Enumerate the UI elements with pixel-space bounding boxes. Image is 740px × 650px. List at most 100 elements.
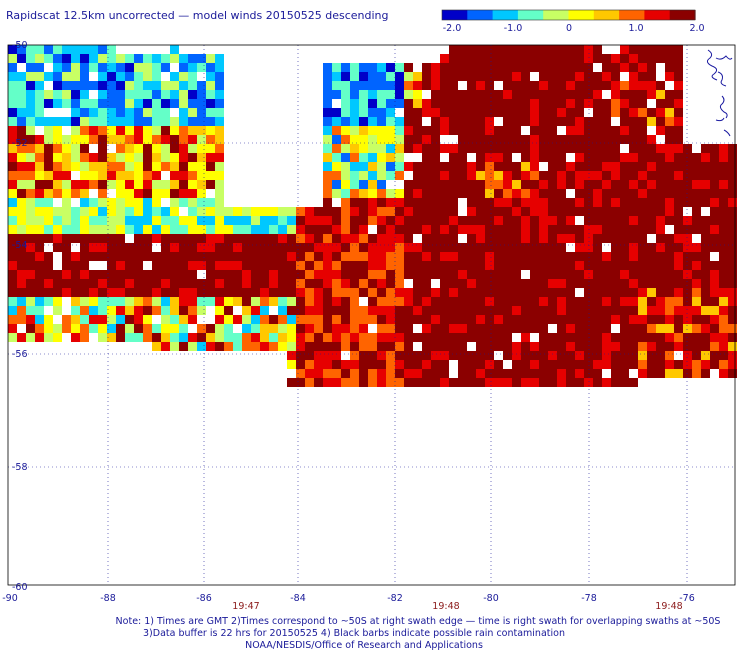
wind-cell	[269, 333, 278, 342]
wind-cell	[629, 360, 638, 369]
wind-cell	[422, 126, 431, 135]
wind-cell	[728, 315, 737, 324]
wind-cell	[548, 360, 557, 369]
wind-cell	[431, 252, 440, 261]
wind-cell	[179, 306, 188, 315]
wind-cell	[278, 333, 287, 342]
wind-cell	[674, 117, 683, 126]
wind-cell	[566, 252, 575, 261]
wind-cell	[503, 81, 512, 90]
wind-cell	[332, 279, 341, 288]
wind-cell	[332, 63, 341, 72]
wind-cell	[611, 207, 620, 216]
wind-cell	[206, 279, 215, 288]
wind-cell	[647, 108, 656, 117]
wind-cell	[377, 324, 386, 333]
wind-cell	[368, 171, 377, 180]
wind-cell	[638, 234, 647, 243]
wind-cell	[449, 207, 458, 216]
wind-cell	[152, 216, 161, 225]
wind-cell	[548, 216, 557, 225]
wind-cell	[575, 54, 584, 63]
wind-cell	[440, 288, 449, 297]
wind-cell	[548, 378, 557, 387]
wind-cell	[692, 288, 701, 297]
wind-cell	[413, 225, 422, 234]
wind-cell	[206, 252, 215, 261]
wind-cell	[134, 261, 143, 270]
wind-cell	[665, 45, 674, 54]
wind-cell	[521, 198, 530, 207]
wind-cell	[584, 270, 593, 279]
wind-cell	[449, 297, 458, 306]
wind-cell	[161, 270, 170, 279]
wind-cell	[197, 333, 206, 342]
wind-cell	[251, 225, 260, 234]
wind-cell	[89, 63, 98, 72]
wind-cell	[719, 216, 728, 225]
wind-cell	[125, 153, 134, 162]
wind-cell	[728, 324, 737, 333]
lon-label-78: -78	[581, 593, 597, 604]
wind-cell	[224, 261, 233, 270]
wind-cell	[98, 234, 107, 243]
wind-cell	[341, 180, 350, 189]
wind-cell	[152, 342, 161, 351]
wind-cell	[143, 234, 152, 243]
wind-cell	[98, 225, 107, 234]
wind-cell	[431, 135, 440, 144]
wind-cell	[134, 117, 143, 126]
wind-cell	[476, 171, 485, 180]
wind-cell	[512, 162, 521, 171]
wind-cell	[134, 279, 143, 288]
wind-cell	[494, 306, 503, 315]
wind-cell	[611, 333, 620, 342]
wind-cell	[512, 306, 521, 315]
wind-cell	[8, 315, 17, 324]
wind-cell	[620, 369, 629, 378]
wind-cell	[530, 90, 539, 99]
wind-cell	[440, 333, 449, 342]
wind-cell	[467, 378, 476, 387]
wind-cell	[386, 90, 395, 99]
wind-cell	[62, 234, 71, 243]
wind-cell	[521, 54, 530, 63]
wind-cell	[377, 342, 386, 351]
wind-cell	[494, 108, 503, 117]
wind-cell	[305, 216, 314, 225]
wind-cell	[278, 243, 287, 252]
wind-cell	[611, 270, 620, 279]
wind-cell	[368, 189, 377, 198]
wind-cell	[629, 243, 638, 252]
wind-cell	[521, 306, 530, 315]
wind-cell	[638, 45, 647, 54]
wind-cell	[602, 171, 611, 180]
wind-cell	[98, 189, 107, 198]
wind-cell	[134, 216, 143, 225]
wind-cell	[611, 153, 620, 162]
wind-cell	[656, 189, 665, 198]
wind-cell	[188, 72, 197, 81]
wind-cell	[413, 243, 422, 252]
wind-cell	[377, 279, 386, 288]
wind-cell	[647, 342, 656, 351]
wind-cell	[431, 306, 440, 315]
wind-cell	[485, 54, 494, 63]
wind-cell	[431, 81, 440, 90]
wind-cell	[665, 144, 674, 153]
wind-cell	[206, 324, 215, 333]
wind-cell	[530, 99, 539, 108]
wind-cell	[386, 324, 395, 333]
wind-cell	[593, 135, 602, 144]
wind-cell	[386, 360, 395, 369]
wind-cell	[62, 45, 71, 54]
wind-cell	[179, 189, 188, 198]
wind-cell	[188, 306, 197, 315]
wind-cell	[620, 189, 629, 198]
wind-cell	[413, 81, 422, 90]
wind-cell	[530, 45, 539, 54]
wind-cell	[26, 243, 35, 252]
wind-cell	[323, 360, 332, 369]
wind-cell	[107, 279, 116, 288]
wind-cell	[125, 162, 134, 171]
